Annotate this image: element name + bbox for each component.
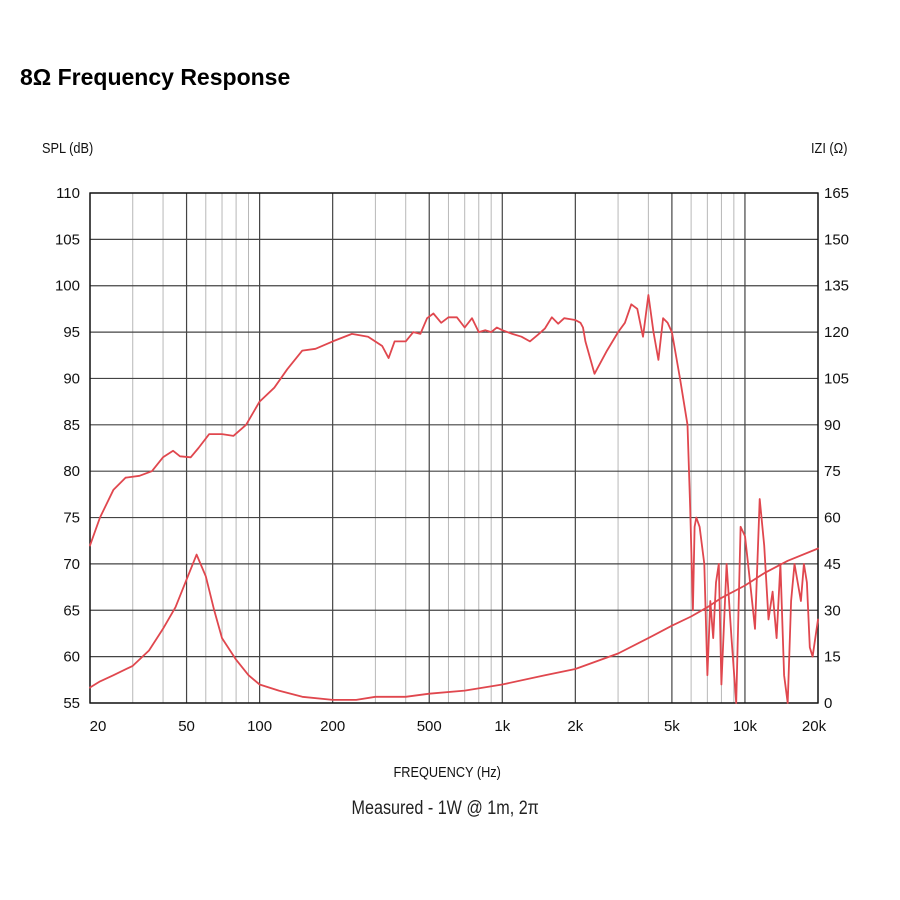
y-tick-label: 75 [63, 510, 80, 527]
x-tick-label: 10k [733, 718, 758, 735]
page-title: 8Ω Frequency Response [20, 64, 291, 90]
right-axis-unit: IZI (Ω) [811, 140, 848, 157]
y-tick-label: 70 [63, 556, 80, 573]
y2-tick-label: 75 [824, 463, 841, 480]
y2-tick-label: 120 [824, 324, 849, 341]
y-tick-label: 65 [63, 602, 80, 619]
y2-tick-label: 90 [824, 417, 841, 434]
y2-tick-label: 45 [824, 556, 841, 573]
y-tick-label: 85 [63, 417, 80, 434]
impedance-curve [89, 547, 819, 701]
y2-tick-label: 135 [824, 278, 849, 295]
y2-tick-label: 150 [824, 231, 849, 248]
measurement-caption: Measured - 1W @ 1m, 2π [0, 798, 900, 820]
x-axis-title-text: FREQUENCY (Hz) [393, 764, 502, 781]
y-tick-label: 90 [63, 370, 80, 387]
y-tick-label: 95 [63, 324, 80, 341]
y2-tick-label: 165 [824, 185, 849, 202]
left-axis-unit: SPL (dB) [42, 140, 94, 157]
y-tick-label: 80 [63, 463, 80, 480]
left-axis-tick-labels: 55 60 65 70 75 80 85 90 95 100 105 110 [55, 185, 80, 712]
measurement-caption-text: Measured - 1W @ 1m, 2π [351, 798, 539, 819]
y-tick-label: 100 [55, 278, 80, 295]
y2-tick-label: 30 [824, 602, 841, 619]
y2-tick-label: 60 [824, 510, 841, 527]
curves [89, 294, 819, 704]
spl-curve [89, 294, 819, 704]
minor-gridlines [132, 193, 735, 703]
y-tick-label: 110 [56, 185, 80, 202]
x-tick-label: 500 [417, 718, 442, 735]
x-tick-label: 5k [664, 718, 680, 735]
x-axis-title: FREQUENCY (Hz) [0, 764, 900, 781]
right-axis-tick-labels: 0 15 30 45 60 75 90 105 120 135 150 165 [824, 185, 849, 712]
x-tick-label: 50 [178, 718, 195, 735]
x-tick-label: 100 [247, 718, 272, 735]
y-tick-label: 55 [63, 695, 80, 712]
x-tick-label: 20 [90, 718, 107, 735]
y-tick-label: 105 [55, 231, 80, 248]
x-tick-label: 2k [567, 718, 583, 735]
x-axis-tick-labels: 20 50 100 200 500 1k 2k 5k 10k 20k [90, 718, 827, 735]
y2-tick-label: 105 [824, 370, 849, 387]
y-tick-label: 60 [63, 649, 80, 666]
x-tick-label: 200 [320, 718, 345, 735]
y2-tick-label: 15 [824, 649, 841, 666]
x-tick-label: 20k [802, 718, 827, 735]
y2-tick-label: 0 [824, 695, 832, 712]
plot-frame [89, 192, 819, 704]
x-tick-label: 1k [494, 718, 510, 735]
